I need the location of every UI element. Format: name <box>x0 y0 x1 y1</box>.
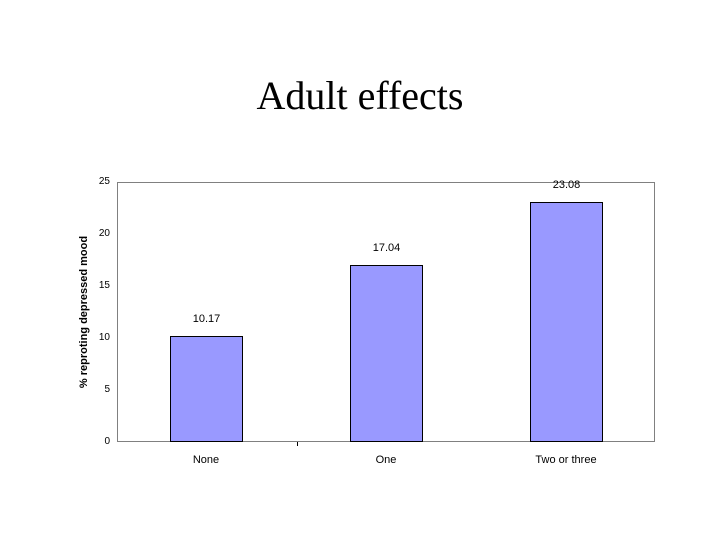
bar-none <box>170 336 243 442</box>
data-label: 17.04 <box>372 242 401 254</box>
x-tick-label: One <box>375 454 397 466</box>
bar-one <box>350 265 423 442</box>
data-label: 10.17 <box>192 313 221 325</box>
y-tick-label: 25 <box>98 176 110 187</box>
y-tick-label: 15 <box>98 280 110 291</box>
x-tick-label: Two or three <box>535 454 597 466</box>
y-tick-label: 20 <box>98 228 110 239</box>
y-tick-label: 0 <box>104 436 110 447</box>
x-tick-label: None <box>192 454 220 466</box>
y-tick-label: 10 <box>98 332 110 343</box>
y-tick-label: 5 <box>104 384 110 395</box>
slide-title: Adult effects <box>256 73 464 118</box>
bar-two-or-three <box>530 202 603 442</box>
x-tick-mark <box>297 442 298 446</box>
data-label: 23.08 <box>552 179 581 191</box>
y-axis-label: % reproting depressed mood <box>78 235 90 389</box>
